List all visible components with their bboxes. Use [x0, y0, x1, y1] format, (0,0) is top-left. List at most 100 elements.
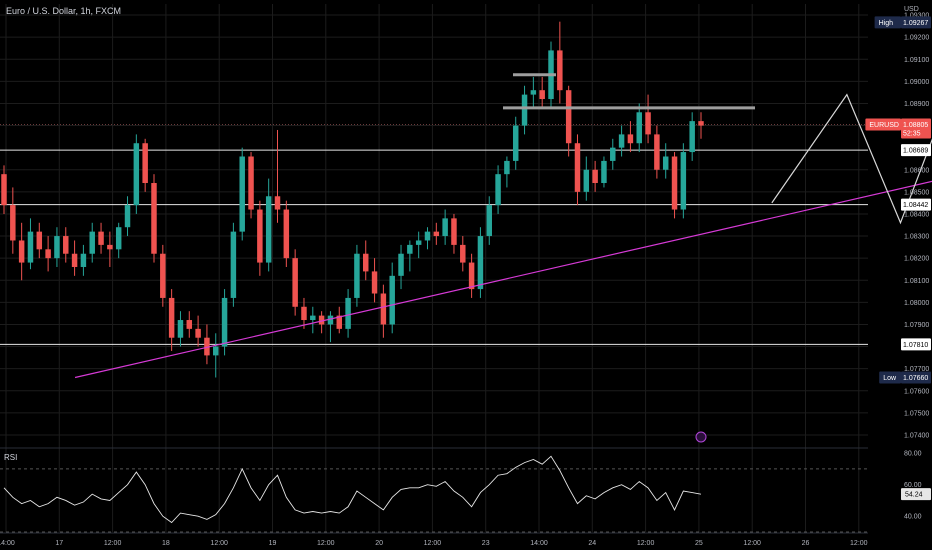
candle-body: [433, 231, 440, 237]
candle-body: [336, 315, 343, 329]
candle-body: [415, 240, 422, 245]
price-tag-value: 1.07810: [903, 342, 928, 349]
price-tag-value: 1.07660: [903, 375, 928, 382]
time-tick-label: 23: [482, 540, 490, 547]
candle-body: [460, 244, 466, 263]
candle-body: [63, 236, 69, 254]
rsi-tick-label: 40.00: [904, 514, 922, 521]
candle-body: [689, 121, 695, 153]
candle-body: [477, 236, 484, 290]
price-tick-label: 1.08600: [904, 167, 929, 174]
candle-body: [213, 346, 219, 356]
rsi-value-tag: [901, 488, 931, 501]
rsi-value-label: 54.24: [905, 492, 923, 499]
price-tick-label: 1.08300: [904, 234, 929, 241]
price-tick-label: 1.09000: [904, 79, 929, 86]
candle-body: [698, 121, 704, 126]
price-tag-value-box: [901, 118, 931, 139]
price-tick-label: 1.08000: [904, 300, 929, 307]
candle-body: [283, 209, 290, 259]
rsi-pane: [0, 447, 868, 533]
price-tick-label: 1.08100: [904, 278, 929, 285]
candle-body: [27, 231, 34, 263]
candle-body: [354, 253, 360, 298]
rsi-tick-label: 80.00: [904, 451, 922, 458]
axis-unit-label: USD: [904, 6, 919, 13]
candle-body: [610, 147, 616, 161]
time-tick-label: 12:00: [850, 540, 868, 547]
candle-body: [115, 227, 122, 250]
candle-body: [495, 174, 501, 206]
candle-body: [248, 156, 254, 210]
price-tick-label: 1.09100: [904, 57, 929, 64]
time-tick-label: 14:00: [0, 540, 15, 547]
candle-body: [442, 218, 448, 237]
candle-body: [124, 205, 131, 228]
candle-body: [389, 275, 395, 325]
candle-body: [636, 112, 642, 144]
price-tick-label: 1.08200: [904, 256, 929, 263]
candle-body: [530, 90, 537, 95]
price-tick-label: 1.08900: [904, 101, 929, 108]
candle-body: [265, 196, 272, 263]
horizontal-levels: [0, 123, 868, 345]
candle-body: [186, 320, 193, 329]
price-tick-label: 1.08500: [904, 189, 929, 196]
candle-body: [468, 262, 475, 290]
price-tag-name-box: [874, 16, 901, 29]
candle-body: [645, 112, 651, 135]
candle-body: [239, 156, 245, 232]
candle-body: [18, 240, 25, 263]
candle-body: [345, 297, 351, 329]
symbol-title[interactable]: Euro / U.S. Dollar, 1h, FXCM: [6, 6, 122, 16]
rsi-tick-label: 60.00: [904, 482, 922, 489]
time-tick-label: 20: [375, 540, 383, 547]
candle-body: [362, 253, 369, 272]
candle-body: [601, 160, 607, 184]
candle-body: [627, 134, 634, 144]
candle-body: [521, 94, 528, 126]
price-tag-high: High 1.09267: [874, 16, 931, 29]
grid: [0, 4, 868, 532]
candle-body: [592, 169, 598, 184]
candle-body: [380, 293, 387, 325]
projection-path: [771, 93, 932, 225]
candle-body: [45, 249, 51, 259]
candle-body: [327, 315, 334, 325]
candle-body: [583, 169, 590, 192]
candle-body: [398, 253, 404, 276]
price-tag-low: Low 1.07660: [879, 371, 931, 384]
candle-body: [504, 160, 510, 175]
price-tag-value-box: [901, 16, 931, 29]
candle-body: [160, 253, 166, 298]
candle-body: [36, 231, 43, 250]
candle-body: [10, 205, 16, 241]
time-tick-label: 12:00: [637, 540, 655, 547]
price-tag-value-box: [901, 198, 931, 211]
time-tick-label: 19: [269, 540, 277, 547]
time-tick-label: 18: [162, 540, 170, 547]
candle-body: [654, 134, 660, 170]
candle-body: [230, 231, 237, 298]
candle-body: [565, 90, 572, 144]
candle-body: [407, 244, 413, 254]
candle-body: [151, 183, 157, 254]
candle-body: [671, 156, 678, 210]
time-tick-label: 12:00: [317, 540, 335, 547]
candle-body: [80, 253, 87, 267]
candle-body: [539, 90, 545, 100]
chart-drawings: [74, 73, 932, 443]
candle-body: [557, 50, 563, 91]
rsi-line: [3, 455, 702, 524]
price-tick-label: 1.09200: [904, 35, 929, 42]
price-tag-countdown: 52:35: [903, 130, 921, 137]
candle-body: [424, 231, 431, 241]
time-axis[interactable]: 14:00 17 12:00 18 12:00 19 12:00 20 12:00 23 14:00…: [0, 532, 868, 547]
price-tag-name-box: [865, 118, 901, 131]
trendline: [74, 180, 932, 379]
candle-body: [177, 320, 184, 338]
candle-body: [371, 271, 378, 294]
price-tick-label: 1.07700: [904, 366, 929, 373]
